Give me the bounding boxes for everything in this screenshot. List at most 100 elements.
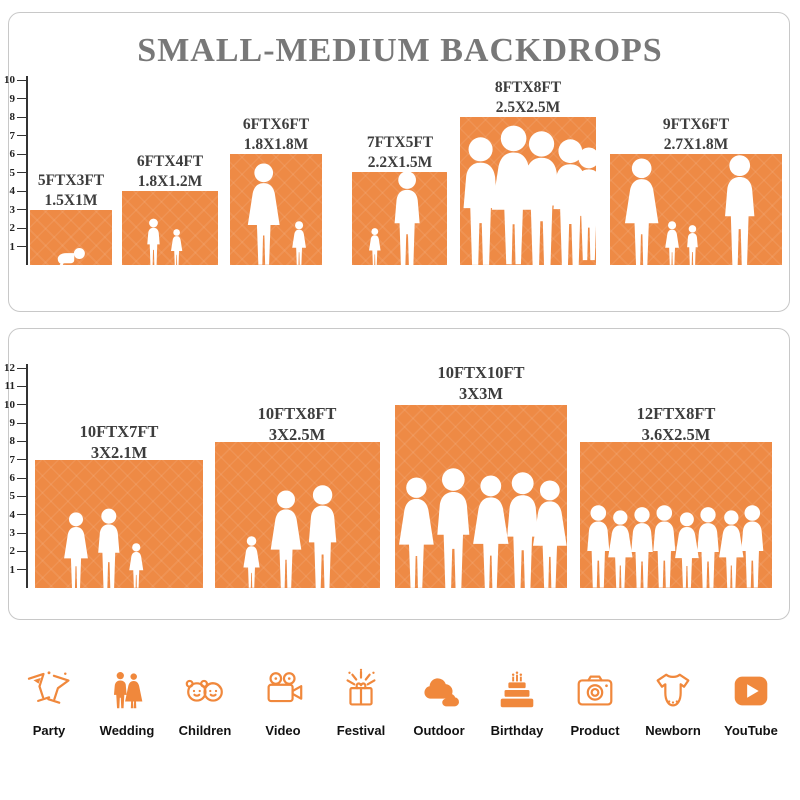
ruler-tick: 4 <box>2 509 26 521</box>
backdrop-size-label: 10FTX10FT 3X3M <box>421 362 541 404</box>
birthday-icon <box>500 671 534 708</box>
backdrop-size-label: 7FTX5FT 2.2X1.5M <box>340 133 460 173</box>
size-m: 3X3M <box>459 384 503 404</box>
size-m: 2.7X1.8M <box>663 135 729 153</box>
category-wedding: Wedding <box>90 668 164 738</box>
ruler-tick: 10 <box>2 399 26 411</box>
ruler-tick: 9 <box>2 93 26 105</box>
ruler-tick: 2 <box>2 545 26 557</box>
category-party: Party <box>12 668 86 738</box>
ruler-tick: 10 <box>2 74 26 86</box>
backdrop-size-label: 6FTX6FT 1.8X1.8M <box>216 115 336 155</box>
youtube-icon <box>734 676 768 706</box>
size-ft: 10FTX10FT <box>437 363 525 382</box>
ruler-tick: 4 <box>2 185 26 197</box>
video-icon <box>267 672 303 703</box>
category-label: Party <box>32 723 66 738</box>
ruler-bottom: 1 2 3 4 5 6 7 8 9 10 11 12 <box>2 362 30 588</box>
silhouette-crowd <box>587 505 764 588</box>
children-icon <box>185 679 223 702</box>
outdoor-icon <box>424 678 460 707</box>
category-birthday: Birthday <box>480 668 554 738</box>
silhouette-baby <box>57 248 85 265</box>
silhouette-couple-child <box>64 508 144 588</box>
category-newborn: Newborn <box>636 668 710 738</box>
size-ft: 12FTX8FT <box>636 404 716 423</box>
party-icon <box>27 671 70 704</box>
silhouette-family-three <box>243 485 337 588</box>
size-ft: 10FTX7FT <box>79 422 159 441</box>
backdrop-bar <box>35 460 203 588</box>
size-ft: 9FTX6FT <box>662 116 730 133</box>
size-m: 1.8X1.8M <box>243 135 309 153</box>
size-m: 3X2.1M <box>90 443 148 463</box>
size-m: 1.8X1.2M <box>137 172 203 190</box>
category-label: Festival <box>336 723 386 738</box>
ruler-tick: 12 <box>2 362 26 374</box>
backdrop-size-label: 10FTX7FT 3X2.1M <box>59 421 179 463</box>
backdrop-size-label: 9FTX6FT 2.7X1.8M <box>636 115 756 155</box>
silhouette-toddler-adult <box>369 171 420 265</box>
silhouette-mother-child <box>247 163 306 265</box>
size-m: 2.2X1.5M <box>367 153 433 171</box>
category-outdoor: Outdoor <box>402 668 476 738</box>
wedding-icon <box>113 672 143 709</box>
ruler-tick: 5 <box>2 490 26 502</box>
category-label: Video <box>265 723 301 738</box>
festival-icon <box>346 668 376 706</box>
backdrop-size-label: 5FTX3FT 1.5X1M <box>11 171 131 211</box>
backdrop-bar <box>395 405 567 588</box>
size-ft: 5FTX3FT <box>37 172 105 189</box>
category-label: Wedding <box>99 723 155 738</box>
size-m: 3.6X2.5M <box>641 425 711 445</box>
category-video: Video <box>246 668 320 738</box>
backdrop-bar <box>352 172 447 265</box>
backdrop-size-label: 12FTX8FT 3.6X2.5M <box>616 403 736 445</box>
category-label: YouTube <box>724 723 778 738</box>
category-legend: Party Wedding Children <box>12 668 788 738</box>
backdrop-bar <box>580 442 772 588</box>
backdrop-bar <box>122 191 218 265</box>
ruler-tick: 7 <box>2 130 26 142</box>
ruler-tick: 2 <box>2 222 26 234</box>
category-label: Birthday <box>490 723 544 738</box>
backdrop-size-label: 6FTX4FT 1.8X1.2M <box>110 152 230 192</box>
backdrop-size-label: 8FTX8FT 2.5X2.5M <box>468 78 588 118</box>
size-ft: 8FTX8FT <box>494 79 562 96</box>
silhouette-family-four <box>624 155 755 265</box>
category-children: Children <box>168 668 242 738</box>
silhouette-group-five <box>463 125 607 265</box>
category-festival: Festival <box>324 668 398 738</box>
size-m: 2.5X2.5M <box>495 98 561 116</box>
ruler-top: 1 2 3 4 5 6 7 8 9 10 <box>2 74 30 265</box>
ruler-tick: 6 <box>2 148 26 160</box>
newborn-icon <box>656 673 690 707</box>
backdrop-size-label: 10FTX8FT 3X2.5M <box>237 403 357 445</box>
category-label: Newborn <box>645 723 701 738</box>
category-youtube: YouTube <box>714 668 788 738</box>
ruler-tick: 5 <box>2 167 26 179</box>
size-m: 1.5X1M <box>44 191 98 209</box>
category-label: Outdoor <box>413 723 465 738</box>
size-ft: 7FTX5FT <box>366 134 434 151</box>
ruler-tick: 8 <box>2 435 26 447</box>
ruler-tick: 6 <box>2 472 26 484</box>
silhouette-group-adults <box>399 468 567 588</box>
ruler-tick: 7 <box>2 454 26 466</box>
size-ft: 10FTX8FT <box>257 404 337 423</box>
size-m: 3X2.5M <box>268 425 326 445</box>
ruler-tick: 8 <box>2 111 26 123</box>
ruler-tick: 9 <box>2 417 26 429</box>
page-title: SMALL-MEDIUM BACKDROPS <box>137 32 663 69</box>
silhouette-two-kids <box>147 218 183 265</box>
size-ft: 6FTX4FT <box>136 153 204 170</box>
backdrop-bar <box>215 442 380 588</box>
category-label: Children <box>178 723 232 738</box>
product-icon <box>577 675 613 706</box>
ruler-tick: 3 <box>2 204 26 216</box>
size-ft: 6FTX6FT <box>242 116 310 133</box>
ruler-tick: 11 <box>2 380 26 392</box>
ruler-tick: 3 <box>2 527 26 539</box>
ruler-tick: 1 <box>2 564 26 576</box>
